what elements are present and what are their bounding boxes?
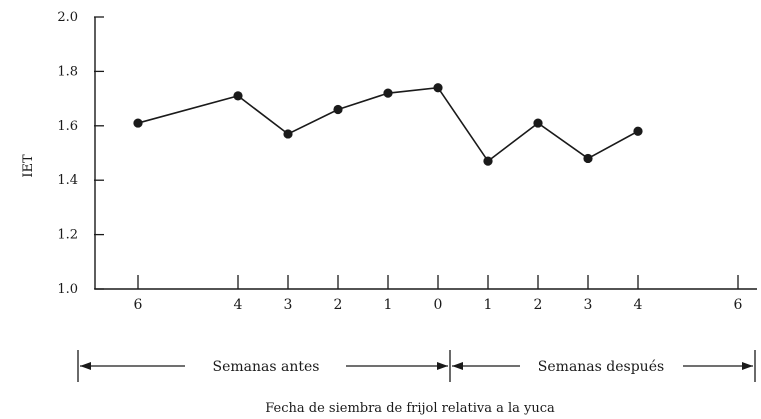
data-point	[133, 118, 143, 128]
x-tick-label: 1	[484, 297, 493, 313]
x-tick-label: 4	[634, 297, 643, 313]
x-tick-label: 2	[534, 297, 543, 313]
span-after-arrow-left	[452, 362, 463, 370]
data-point	[583, 153, 593, 164]
data-point	[633, 126, 643, 136]
y-tick-label: 2.0	[57, 10, 78, 25]
span-before-arrow-left	[80, 362, 91, 370]
x-axis-title: Fecha de siembra de frijol relativa a la…	[265, 401, 555, 416]
span-before-arrow-right	[437, 362, 448, 370]
span-after-label: Semanas después	[538, 359, 664, 375]
span-before-label: Semanas antes	[213, 359, 320, 375]
data-points	[133, 83, 643, 166]
x-tick-label: 4	[234, 297, 243, 313]
y-tick-label: 1.2	[57, 228, 78, 243]
span-after-arrow-right	[742, 362, 753, 370]
week-spans: Semanas antes Semanas después	[77, 350, 756, 382]
data-point	[383, 88, 393, 98]
x-tick-label: 3	[284, 297, 293, 313]
y-tick-label: 1.4	[57, 173, 78, 188]
x-tick-label: 0	[434, 297, 443, 313]
y-tick-label: 1.6	[57, 119, 78, 134]
x-tick-label: 6	[734, 297, 743, 313]
x-ticks: 6 4 3 2 1 0 1 2 3 4 6	[134, 275, 743, 313]
x-tick-label: 6	[134, 297, 143, 313]
y-tick-label: 1.8	[57, 64, 78, 79]
data-point	[283, 129, 293, 139]
data-point	[333, 104, 343, 115]
x-tick-label: 2	[334, 297, 343, 313]
data-point	[233, 91, 243, 101]
data-point	[533, 118, 543, 128]
y-ticks: 1.0 1.2 1.4 1.6 1.8 2.0	[57, 10, 104, 297]
series-line	[137, 86, 639, 163]
x-tick-label: 3	[584, 297, 593, 313]
x-tick-label: 1	[384, 297, 393, 313]
data-point	[433, 83, 443, 93]
data-point	[483, 156, 493, 166]
y-axis-title: IET	[21, 154, 36, 178]
y-tick-label: 1.0	[57, 282, 78, 297]
